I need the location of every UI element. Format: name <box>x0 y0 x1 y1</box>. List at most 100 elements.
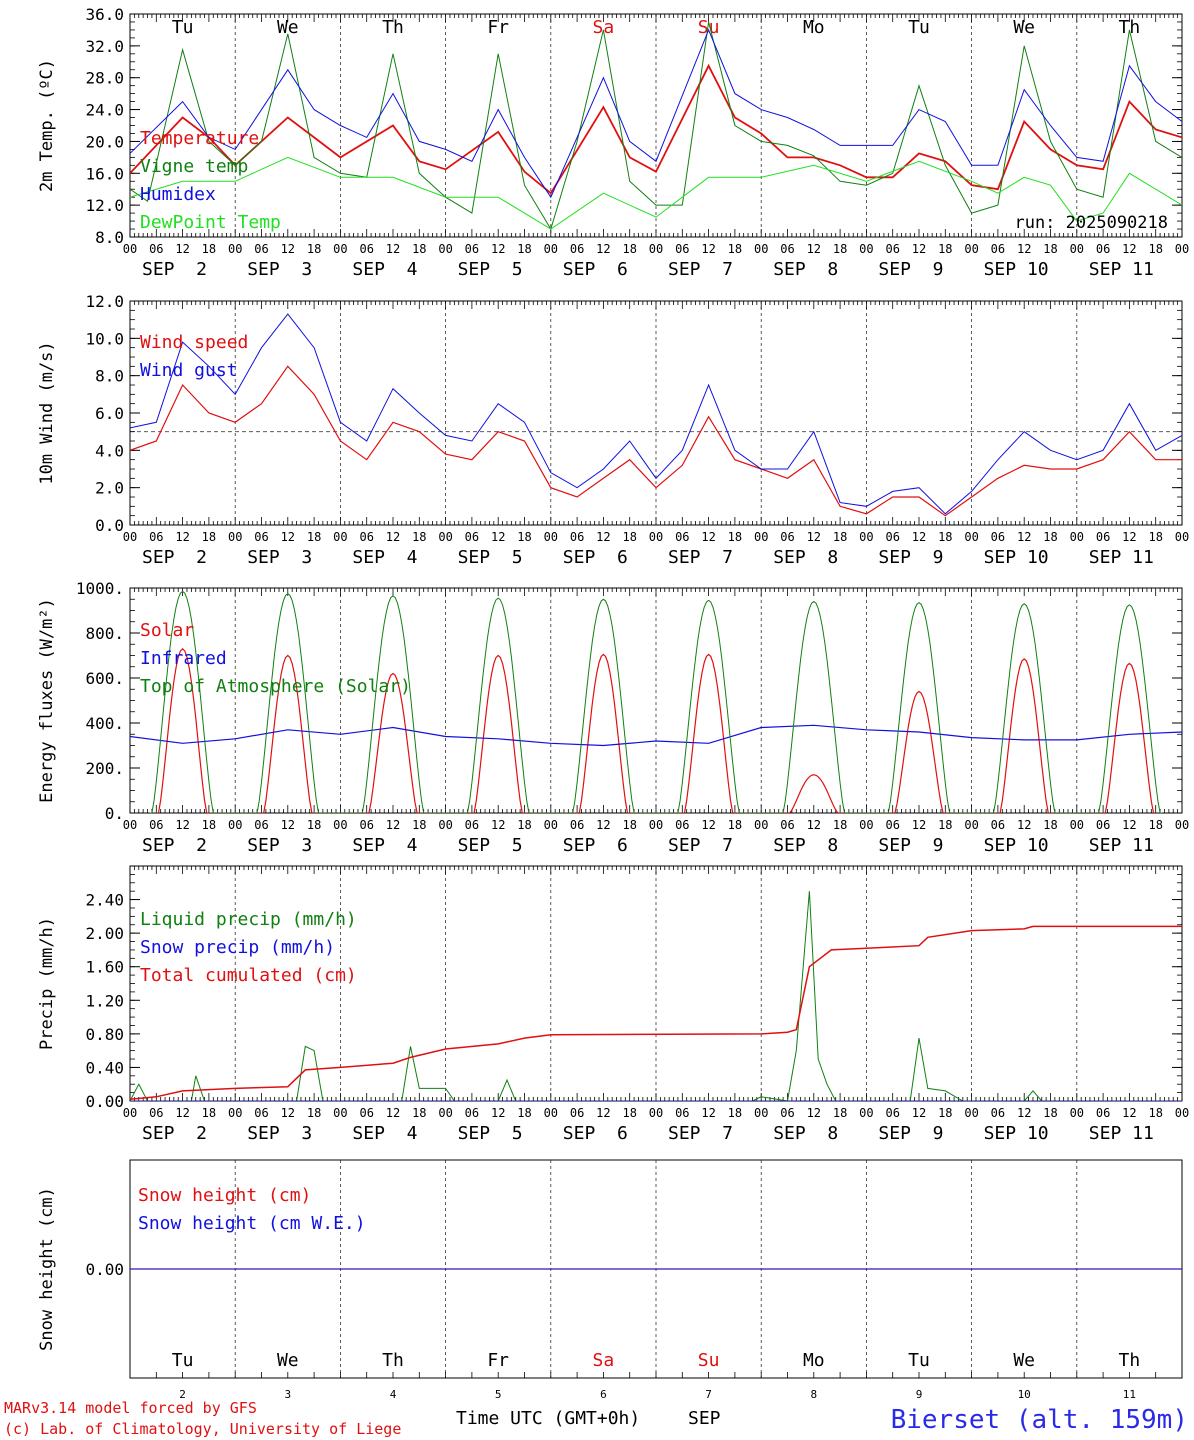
date-label: SEP 5 <box>458 259 523 280</box>
hour-tick-label: 00 <box>544 242 558 256</box>
series-temp-0 <box>130 63 1182 195</box>
date-label: SEP 3 <box>247 835 312 856</box>
y-tick-label: 12.0 <box>85 292 124 311</box>
series-wind-0 <box>130 365 1182 517</box>
y-tick-label: 0.80 <box>85 1025 124 1044</box>
day-name-label: We <box>1013 17 1035 38</box>
y-tick-label: 12.0 <box>85 196 124 215</box>
y-axis-label: 2m Temp. (ºC) <box>37 59 57 192</box>
y-tick-label: 4.0 <box>95 441 124 460</box>
y-tick-label: 36.0 <box>85 5 124 24</box>
time-axis-label: Time UTC (GMT+0h) <box>456 1408 640 1429</box>
day-name-label: Fr <box>487 1350 509 1371</box>
hour-tick-label: 18 <box>412 818 426 832</box>
date-label: SEP 2 <box>142 259 207 280</box>
panel-wind: 00 06 12 18 00 06 12 18 00 06 12 18 00 06 12 18 00 06 12 18… <box>37 292 1189 568</box>
hour-tick-label: 00 <box>754 818 768 832</box>
legend-entry: Snow precip (mm/h) <box>140 937 335 958</box>
y-tick-label: 1.60 <box>85 958 124 977</box>
legend-entry: Liquid precip (mm/h) <box>140 909 357 930</box>
date-label: SEP 3 <box>247 547 312 568</box>
day-name-label: Mo <box>803 1350 825 1371</box>
date-label: SEP 11 <box>1089 835 1154 856</box>
run-label: run: 2025090218 <box>1014 213 1168 233</box>
hour-tick-label: 00 <box>964 530 978 544</box>
legend-entry: Total cumulated (cm) <box>140 965 357 986</box>
hour-tick-label: 18 <box>622 242 636 256</box>
hour-tick-label: 18 <box>833 530 847 544</box>
day-name-label: Th <box>1119 1350 1141 1371</box>
copyright-credit: (c) Lab. of Climatology, University of L… <box>4 1420 401 1438</box>
hour-tick-label: 06 <box>359 1106 373 1120</box>
date-label: SEP 8 <box>773 835 838 856</box>
y-tick-label: 10.0 <box>85 329 124 348</box>
y-tick-label: 800. <box>85 624 124 643</box>
date-label: SEP 6 <box>563 547 628 568</box>
day-name-label: Sa <box>593 1350 615 1371</box>
hour-tick-label: 18 <box>938 242 952 256</box>
panel-frame <box>129 587 1183 814</box>
hour-tick-label: 00 <box>123 1106 137 1120</box>
hour-tick-label: 12 <box>807 818 821 832</box>
hour-tick-label: 12 <box>175 242 189 256</box>
hour-tick-label: 06 <box>254 1106 268 1120</box>
hour-tick-label: 06 <box>465 530 479 544</box>
panel-flux: 00 06 12 18 00 06 12 18 00 06 12 18 00 06 12 18 00 06 12 18… <box>37 579 1189 856</box>
hour-tick-label: 06 <box>149 1106 163 1120</box>
hour-tick-label: 00 <box>964 1106 978 1120</box>
day-name-label: Fr <box>487 17 509 38</box>
y-tick-label: 0.00 <box>85 1092 124 1111</box>
y-axis-label: Energy fluxes (W/m²) <box>37 598 57 803</box>
series-temp-1 <box>130 21 1182 231</box>
y-tick-label: 6.0 <box>95 404 124 423</box>
hour-tick-label: 12 <box>491 1106 505 1120</box>
hour-tick-label: 06 <box>780 242 794 256</box>
date-label: SEP 5 <box>458 1123 523 1144</box>
hour-tick-label: 12 <box>1122 242 1136 256</box>
date-label: SEP 6 <box>563 259 628 280</box>
hour-tick-label: 00 <box>333 530 347 544</box>
hour-tick-label: 12 <box>596 530 610 544</box>
date-label: SEP 8 <box>773 547 838 568</box>
y-tick-label: 32.0 <box>85 37 124 56</box>
hour-tick-label: 00 <box>123 530 137 544</box>
legend-entry: Wind gust <box>140 360 238 381</box>
hour-tick-label: 00 <box>964 818 978 832</box>
date-label: SEP 9 <box>878 547 943 568</box>
legend-entry: Snow height (cm W.E.) <box>138 1213 366 1234</box>
day-name-label: Su <box>698 17 720 38</box>
hour-tick-label: 12 <box>596 242 610 256</box>
hour-tick-label: 00 <box>438 818 452 832</box>
hour-tick-label: 06 <box>1096 1106 1110 1120</box>
hour-tick-label: 06 <box>465 1106 479 1120</box>
day-name-label: Tu <box>908 17 930 38</box>
hour-tick-label: 18 <box>622 818 636 832</box>
date-label: SEP 11 <box>1089 547 1154 568</box>
y-tick-label: 2.00 <box>85 924 124 943</box>
date-label: SEP 5 <box>458 547 523 568</box>
y-tick-label: 0.40 <box>85 1058 124 1077</box>
day-number-label: 4 <box>390 1388 397 1401</box>
day-name-label: We <box>1013 1350 1035 1371</box>
day-number-label: 8 <box>810 1388 817 1401</box>
series-temp-2 <box>130 28 1182 199</box>
day-name-label: Th <box>382 17 404 38</box>
hour-tick-label: 12 <box>281 818 295 832</box>
panel-precip: 00 06 12 18 00 06 12 18 00 06 12 18 00 06 12 18 00 06 12 18… <box>37 865 1189 1144</box>
hour-tick-label: 18 <box>202 1106 216 1120</box>
hour-tick-label: 12 <box>386 818 400 832</box>
hour-tick-label: 06 <box>570 818 584 832</box>
date-label: SEP 8 <box>773 259 838 280</box>
hour-tick-label: 00 <box>754 242 768 256</box>
hour-tick-label: 00 <box>1070 818 1084 832</box>
legend-entry: Vigne temp <box>140 156 248 177</box>
y-axis-label: Snow height (cm) <box>37 1187 57 1351</box>
hour-tick-label: 18 <box>728 818 742 832</box>
hour-tick-label: 18 <box>412 1106 426 1120</box>
hour-tick-label: 18 <box>412 242 426 256</box>
hour-tick-label: 12 <box>701 530 715 544</box>
date-label: SEP 2 <box>142 547 207 568</box>
y-tick-label: 1000. <box>76 579 124 598</box>
legend-entry: Temperature <box>140 128 259 149</box>
hour-tick-label: 18 <box>1148 818 1162 832</box>
